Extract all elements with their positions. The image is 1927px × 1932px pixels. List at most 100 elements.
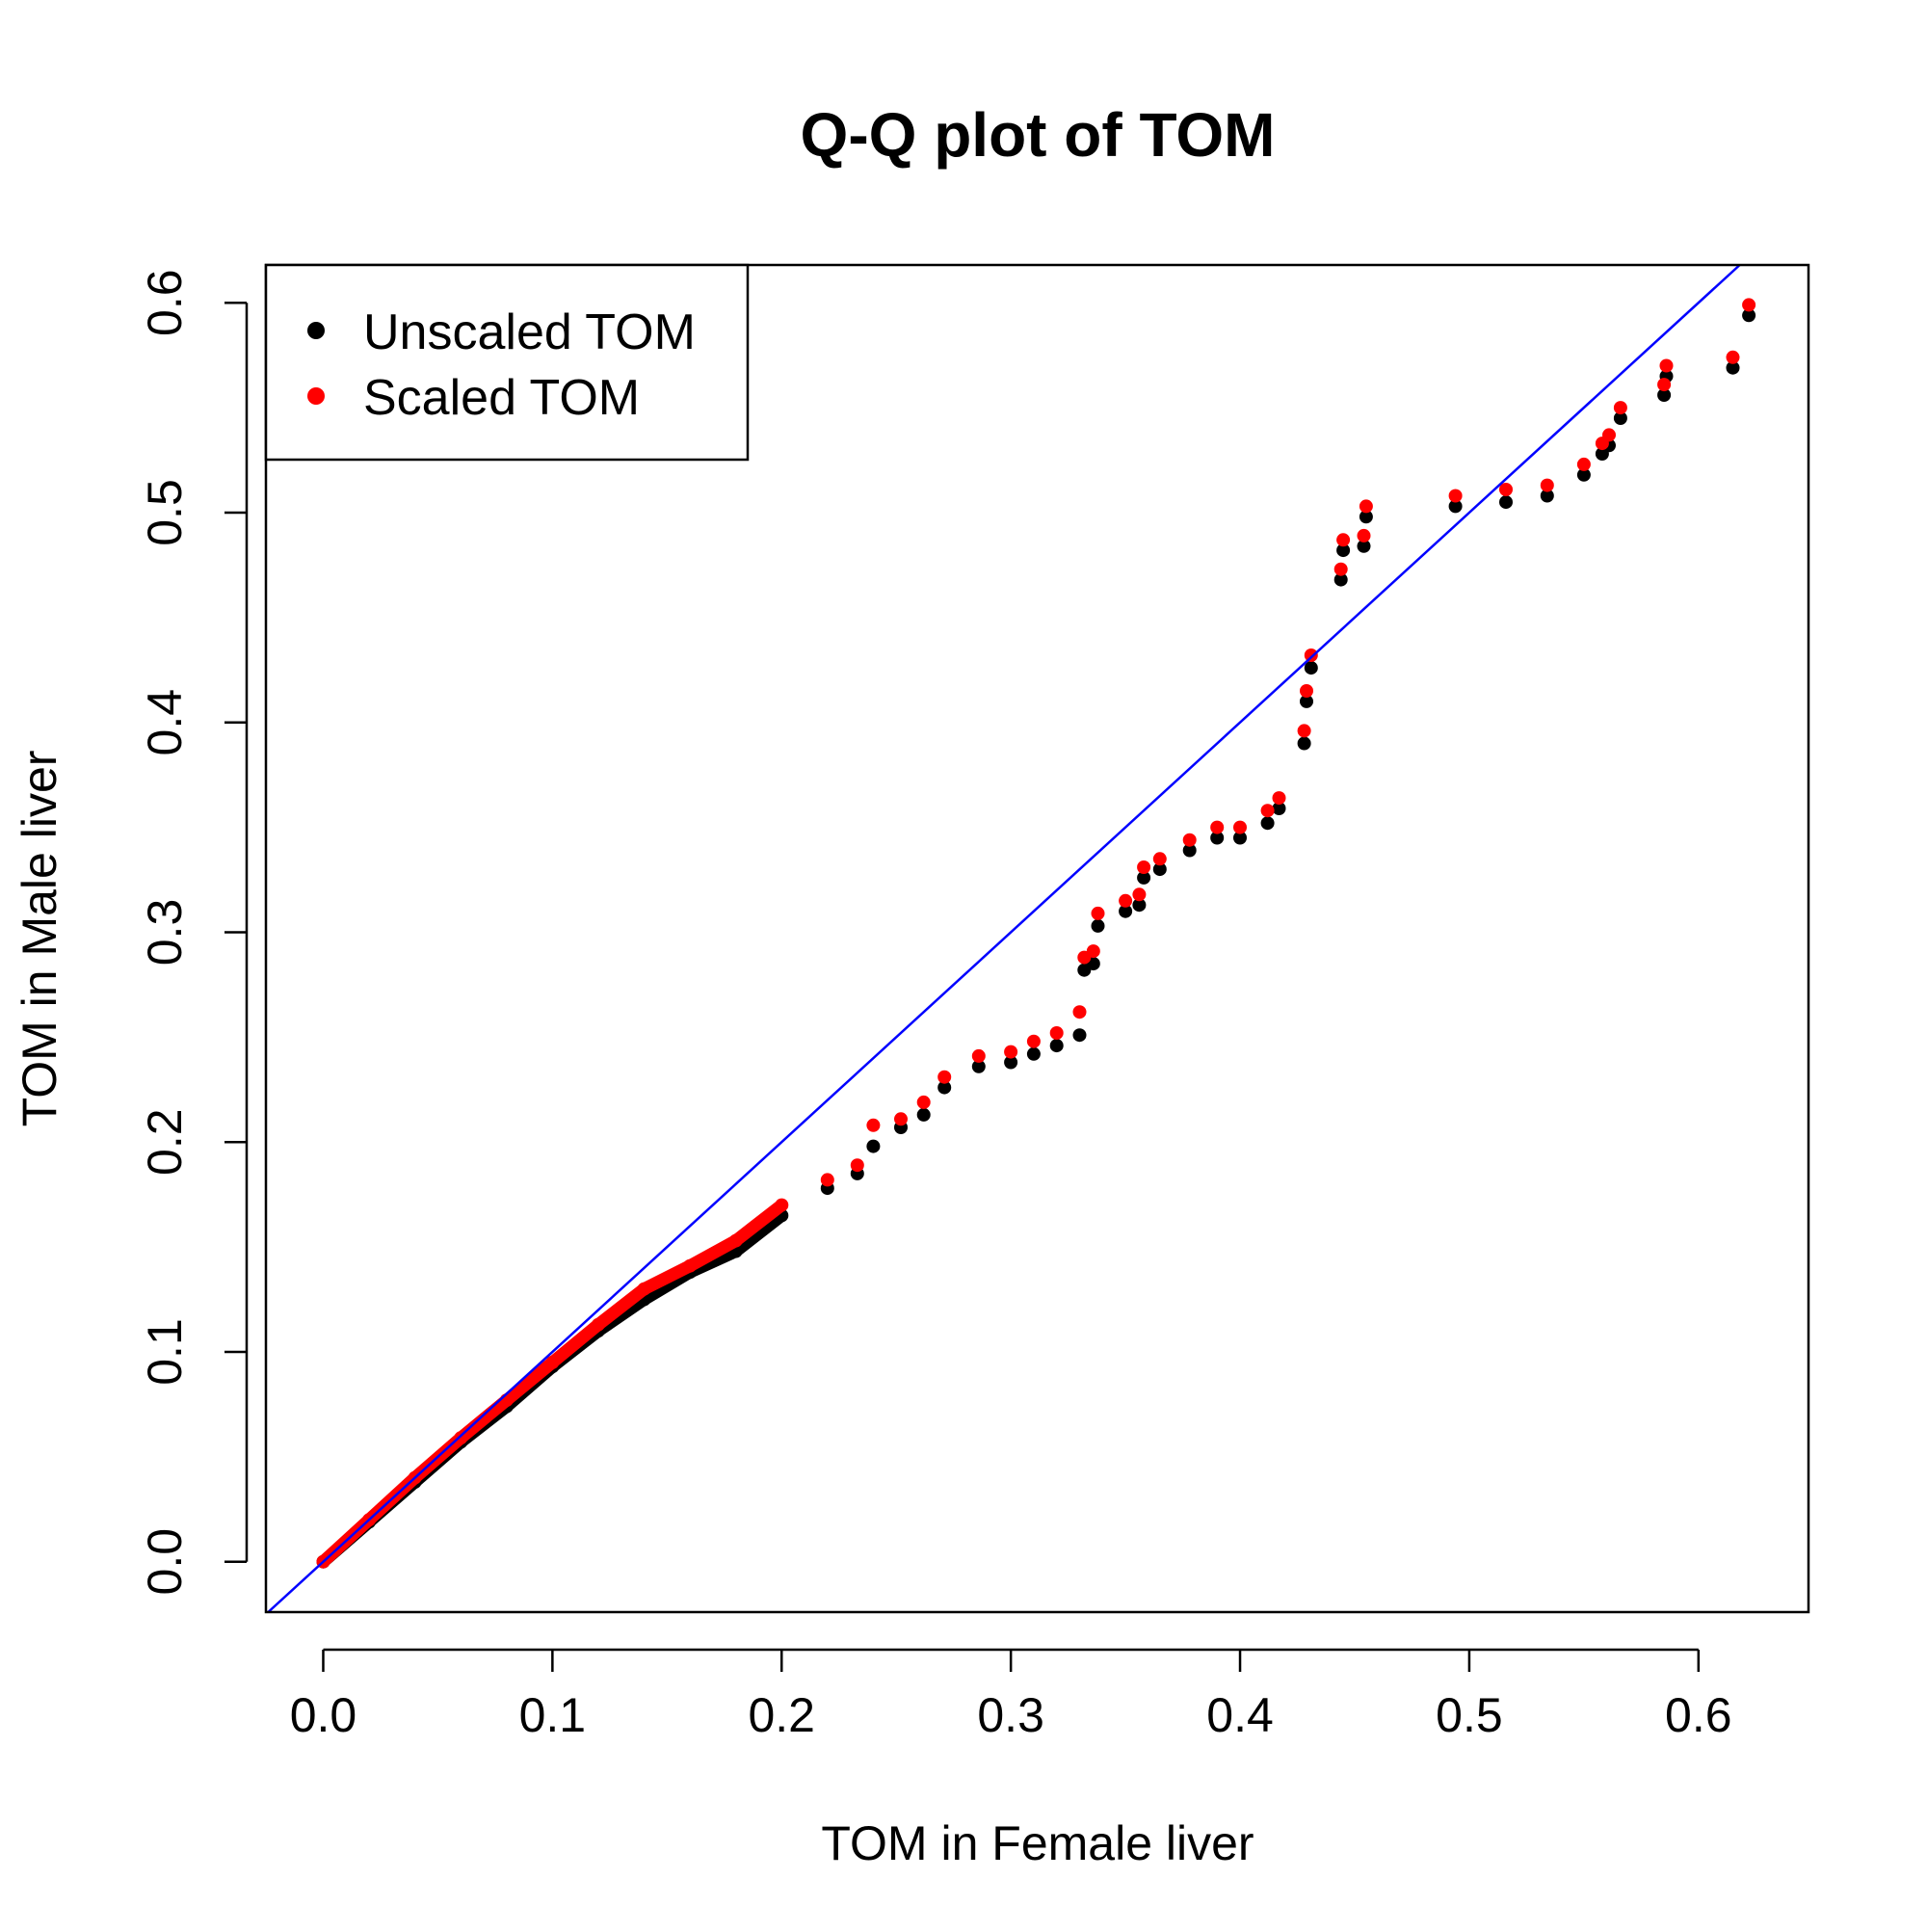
data-point (1540, 489, 1554, 503)
data-point (916, 1095, 931, 1109)
legend: Unscaled TOM Scaled TOM (264, 263, 750, 462)
data-point (1152, 852, 1167, 866)
data-point (1613, 411, 1627, 425)
data-point (1613, 401, 1627, 415)
data-point (1540, 478, 1554, 492)
data-point (1304, 661, 1318, 675)
legend-marker-scaled (307, 387, 325, 405)
data-point (894, 1112, 908, 1126)
x-tick-label: 0.5 (1436, 1688, 1503, 1742)
data-point (1091, 918, 1105, 933)
data-point (1072, 1005, 1087, 1019)
data-point (866, 1118, 881, 1132)
data-point (937, 1080, 952, 1095)
data-point (1210, 820, 1225, 834)
data-point (1233, 831, 1247, 845)
data-point (1119, 904, 1133, 918)
data-point (1726, 350, 1740, 364)
data-point (1297, 736, 1311, 751)
plot-frame (264, 263, 1810, 1614)
data-point (1448, 489, 1463, 503)
data-point (1448, 499, 1463, 514)
y-tick-label: 0.4 (138, 689, 192, 756)
data-point (1004, 1045, 1018, 1059)
x-tick-label: 0.4 (1206, 1688, 1274, 1742)
data-point (971, 1048, 986, 1063)
x-axis-label: TOM in Female liver (821, 1816, 1254, 1870)
data-point (1272, 802, 1286, 815)
data-point (1233, 820, 1247, 834)
y-tick-label: 0.3 (138, 899, 192, 966)
data-point (1576, 467, 1591, 482)
data-point (1026, 1046, 1041, 1061)
data-point (1072, 1028, 1087, 1043)
reference-line (267, 264, 1741, 1613)
data-point (1336, 533, 1351, 547)
data-point (1300, 694, 1313, 708)
series-layer (316, 298, 1756, 1569)
data-point (1152, 862, 1167, 877)
data-point (916, 1107, 931, 1122)
data-point (1357, 539, 1371, 553)
data-point (1657, 388, 1672, 402)
data-point (1742, 298, 1756, 312)
y-axis: 0.0 0.1 0.2 0.3 0.4 0.5 0.6 (138, 269, 249, 1596)
reference-line-layer (267, 264, 1741, 1613)
x-axis: 0.0 0.1 0.2 0.3 0.4 0.5 0.6 (290, 1648, 1732, 1742)
y-tick-label: 0.0 (138, 1528, 192, 1596)
data-point (1659, 358, 1674, 373)
legend-box (264, 263, 750, 462)
x-tick-label: 0.0 (290, 1688, 357, 1742)
data-point (1026, 1034, 1041, 1048)
data-point (1499, 495, 1513, 510)
data-point (1119, 893, 1133, 908)
data-point (1359, 499, 1373, 514)
data-point (1657, 378, 1672, 392)
data-point (1272, 791, 1286, 806)
series-scaled (316, 298, 1756, 1569)
data-point (820, 1173, 834, 1187)
data-point (1210, 831, 1225, 845)
legend-marker-unscaled (307, 322, 325, 339)
data-point (1086, 944, 1100, 959)
data-point (937, 1070, 952, 1084)
data-point (1333, 572, 1348, 587)
legend-label-scaled: Scaled TOM (363, 370, 640, 426)
y-tick-label: 0.5 (138, 479, 192, 546)
data-point (1726, 360, 1740, 375)
data-point (1359, 510, 1373, 524)
data-point (1049, 1026, 1064, 1040)
data-point (1004, 1055, 1018, 1070)
y-tick-label: 0.1 (138, 1318, 192, 1386)
chart-title: Q-Q plot of TOM (801, 100, 1276, 170)
data-point (1336, 543, 1351, 558)
dense-point-band (317, 1208, 788, 1569)
legend-label-unscaled: Unscaled TOM (363, 304, 696, 360)
data-point (1137, 870, 1151, 885)
data-point (1304, 648, 1318, 662)
data-point (1049, 1039, 1064, 1053)
data-point (1357, 528, 1371, 543)
data-point (850, 1158, 864, 1173)
x-tick-label: 0.3 (977, 1688, 1044, 1742)
x-tick-label: 0.6 (1665, 1688, 1732, 1742)
x-tick-label: 0.1 (519, 1688, 587, 1742)
data-point (1742, 308, 1756, 323)
data-point (1260, 816, 1275, 831)
y-axis-label: TOM in Male liver (13, 751, 66, 1127)
data-point (1132, 898, 1147, 913)
data-point (1091, 906, 1105, 920)
data-point (1182, 843, 1197, 858)
x-tick-label: 0.2 (748, 1688, 815, 1742)
data-point (1499, 483, 1513, 496)
data-point (1132, 887, 1147, 902)
y-tick-label: 0.2 (138, 1108, 192, 1176)
data-point (1297, 724, 1311, 738)
data-point (1260, 804, 1275, 818)
data-point (1300, 684, 1313, 698)
data-point (866, 1139, 881, 1153)
data-point (1333, 562, 1348, 576)
data-point (1137, 860, 1151, 874)
